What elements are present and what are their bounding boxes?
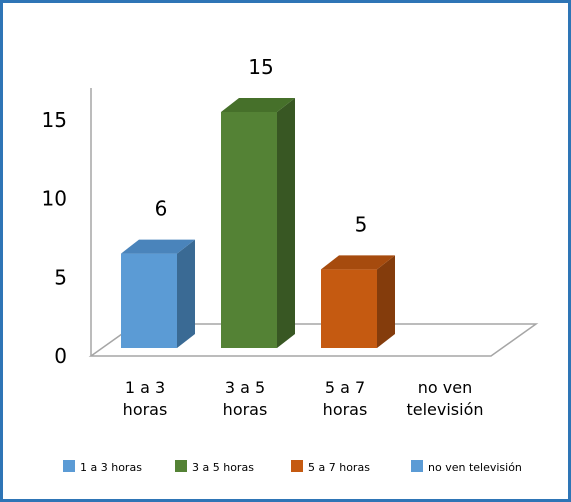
- chart-legend: 1 a 3 horas 3 a 5 horas 5 a 7 horas no ven …: [63, 460, 522, 474]
- data-label: 6: [155, 197, 168, 221]
- data-label: 15: [248, 55, 273, 79]
- y-tick-label: 10: [42, 187, 67, 211]
- category-label: 1 a 3: [125, 378, 165, 397]
- bar-chart: 0 5 10 15 6 1 a 3 horas 15 3 a 5 horas 5 5 a 7 hora…: [42, 55, 539, 474]
- bar-top: [221, 98, 295, 112]
- category-label: horas: [223, 400, 268, 419]
- bar-top: [321, 255, 395, 270]
- legend-label: 1 a 3 horas: [80, 461, 142, 474]
- bar-side: [177, 239, 195, 348]
- data-label: 5: [355, 212, 368, 236]
- bar-front: [221, 112, 277, 348]
- chart-labels: 6 1 a 3 horas 15 3 a 5 horas 5 5 a 7 horas no ven…: [123, 55, 484, 419]
- y-tick-label: 5: [54, 265, 67, 289]
- bar-side: [377, 255, 395, 348]
- legend-label: 3 a 5 horas: [192, 461, 254, 474]
- legend-swatch: [411, 460, 423, 472]
- category-label: no ven: [418, 378, 472, 397]
- y-tick-label: 0: [54, 344, 67, 368]
- legend-swatch: [63, 460, 75, 472]
- category-label: televisión: [406, 400, 483, 419]
- bar-side: [277, 98, 295, 348]
- legend-label: 5 a 7 horas: [308, 461, 370, 474]
- category-label: horas: [123, 400, 168, 419]
- bar-front: [321, 269, 377, 348]
- chart-bars: [121, 98, 395, 348]
- bar-front: [121, 253, 177, 348]
- category-label: 5 a 7: [325, 378, 365, 397]
- legend-swatch: [291, 460, 303, 472]
- y-tick-label: 15: [42, 108, 67, 132]
- bar-top: [121, 239, 195, 254]
- chart-axes: 0 5 10 15: [42, 88, 539, 368]
- legend-label: no ven televisión: [428, 461, 522, 474]
- category-label: 3 a 5: [225, 378, 265, 397]
- category-label: horas: [323, 400, 368, 419]
- legend-swatch: [175, 460, 187, 472]
